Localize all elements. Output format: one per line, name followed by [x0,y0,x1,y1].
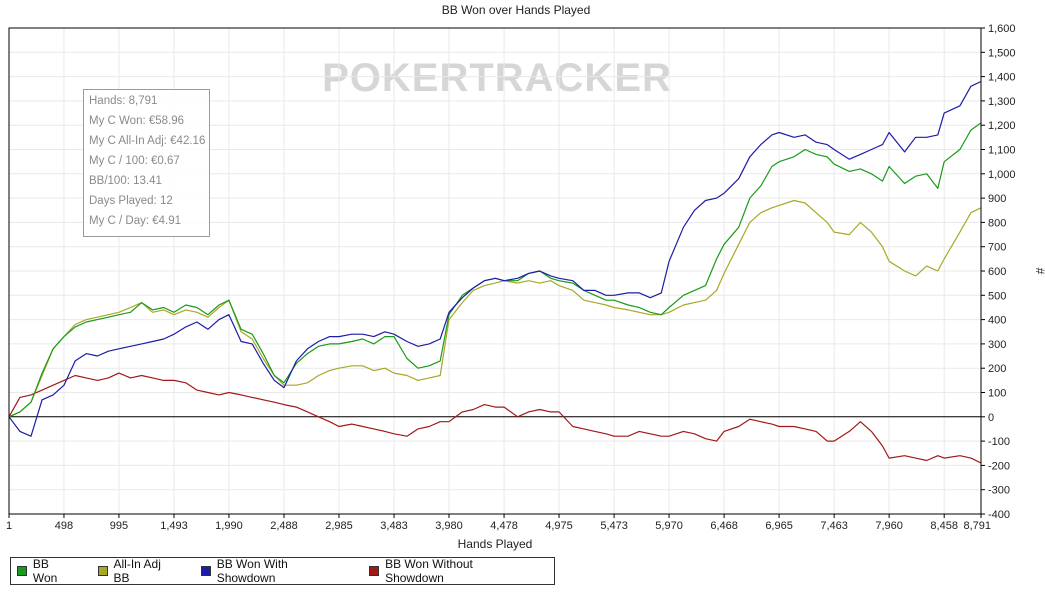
x-axis-label: Hands Played [458,537,533,551]
y-tick-label: -200 [988,460,1010,472]
series-line-all-in-adj-bb [8,199,982,418]
stat-won: My C Won: €58.96 [89,115,185,127]
watermark: POKERTRACKER [322,56,672,100]
legend-item-with-showdown[interactable]: BB Won With Showdown [200,557,347,585]
y-tick-label: 700 [988,242,1006,254]
y-tick-label: 1,000 [988,169,1016,181]
stat-per-100: My C / 100: €0.67 [89,155,180,167]
x-tick-label: 7,463 [820,520,848,532]
y-tick-label: 1,100 [988,145,1016,157]
stat-per-day: My C / Day: €4.91 [89,215,182,227]
stat-bb-per-100: BB/100: 13.41 [89,175,162,187]
x-tick-label: 6,965 [765,520,793,532]
x-tick-label: 1,990 [215,520,243,532]
y-tick-label: 1,200 [988,120,1016,132]
stat-days-played: Days Played: 12 [89,195,173,207]
x-tick-label: 995 [110,520,128,532]
legend-label: All-In Adj BB [113,557,161,585]
y-tick-label: 400 [988,315,1006,327]
legend-label: BB Won With Showdown [216,557,288,585]
y-tick-label: -400 [988,509,1010,521]
series-group [8,80,982,464]
x-tick-label: 4,478 [490,520,518,532]
series-line-bb-won-without-showdown [8,372,982,464]
y-tick-label: 500 [988,290,1006,302]
y-tick-label: 100 [988,388,1006,400]
stat-allin-adj: My C All-In Adj: €42.16 [89,135,206,147]
legend-item-without-showdown[interactable]: BB Won Without Showdown [369,557,532,585]
stat-hands: Hands: 8,791 [89,95,158,107]
x-tick-label: 7,960 [875,520,903,532]
x-tick-label: 2,488 [270,520,298,532]
legend-label: BB Won [32,557,58,585]
x-tick-label: 8,458 [930,520,958,532]
legend: BB Won All-In Adj BB BB Won With Showdow… [10,557,555,585]
y-tick-label: 0 [988,412,994,424]
series-line-bb-won-with-showdown [8,80,982,437]
legend-swatch [200,566,211,576]
y-tick-label: 600 [988,266,1006,278]
x-tick-label: 5,473 [600,520,628,532]
legend-item-bb-won[interactable]: BB Won [17,557,76,585]
x-tick-label: 8,791 [963,520,991,532]
stats-box: Hands: 8,791 My C Won: €58.96 My C All-I… [83,89,210,237]
x-tick-label: 1 [6,520,12,532]
legend-swatch [17,566,27,576]
x-tick-label: 5,970 [655,520,683,532]
x-tick-label: 498 [55,520,73,532]
legend-item-all-in-adj[interactable]: All-In Adj BB [97,557,179,585]
y-tick-label: 300 [988,339,1006,351]
y-tick-label: 1,300 [988,96,1016,108]
x-tick-label: 4,975 [545,520,573,532]
y-tick-label: 800 [988,217,1006,229]
x-tick-label: 1,493 [160,520,188,532]
y-tick-label: 1,500 [988,47,1016,59]
y-tick-label: 200 [988,363,1006,375]
y-tick-label: -100 [988,436,1010,448]
legend-label: BB Won Without Showdown [385,557,473,585]
chart-title: BB Won over Hands Played [442,3,591,17]
y-tick-label: 1,400 [988,72,1016,84]
x-tick-label: 3,483 [380,520,408,532]
y-axis-ticks: 1,600 1,500 1,400 1,300 1,200 1,100 1,000 900 80… [981,23,1016,521]
x-tick-label: 3,980 [435,520,463,532]
x-axis-ticks: 1 498 995 1,493 1,990 2,488 2,985 3,483 3,980 4,4… [6,514,991,532]
x-tick-label: 6,468 [710,520,738,532]
legend-swatch [369,566,380,576]
y-tick-label: -300 [988,485,1010,497]
y-tick-label: 1,600 [988,23,1016,35]
y-axis-label: # [1033,268,1045,275]
x-tick-label: 2,985 [325,520,353,532]
legend-swatch [97,566,108,576]
y-tick-label: 900 [988,193,1006,205]
